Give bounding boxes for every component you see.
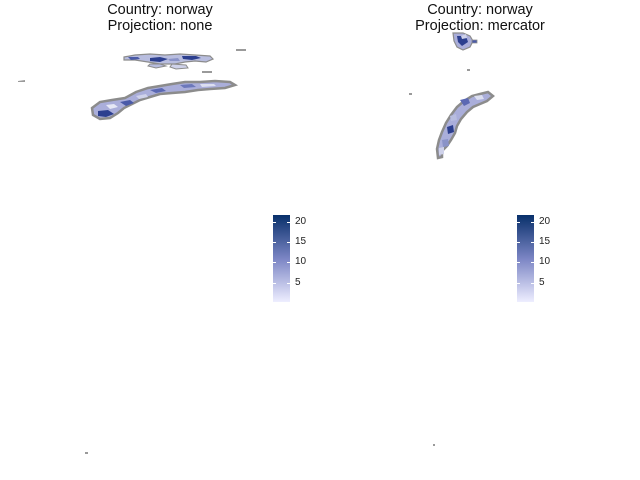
legend-label: 20	[295, 216, 307, 227]
norway-map-unprojected	[18, 49, 246, 454]
map-panel-mercator: Country: norway Projection: mercator	[320, 0, 640, 480]
legend: 20 15 10 5	[516, 212, 596, 304]
legend-label: 10	[295, 256, 307, 267]
panel-title: Country: norway Projection: mercator	[320, 2, 640, 34]
mainland-region	[435, 90, 495, 160]
bouvet-island	[85, 452, 88, 454]
norway-map-mercator	[409, 32, 495, 446]
legend-label: 5	[539, 277, 545, 288]
legend: 20 15 10 5	[272, 212, 352, 304]
svalbard-region	[409, 32, 478, 95]
panel-title: Country: norway Projection: none	[0, 2, 320, 34]
legend-label: 15	[295, 236, 307, 247]
legend-colorbar	[273, 215, 290, 302]
legend-label: 20	[539, 216, 551, 227]
bouvet-island	[433, 444, 435, 446]
legend-label: 15	[539, 236, 551, 247]
title-projection: Projection: mercator	[415, 18, 545, 34]
title-country: Country: norway	[107, 2, 213, 18]
legend-colorbar	[517, 215, 534, 302]
map-panel-none: Country: norway Projection: none	[0, 2, 320, 454]
mainland-region	[90, 79, 239, 121]
svalbard-region	[18, 49, 246, 82]
legend-label: 10	[539, 256, 551, 267]
title-projection: Projection: none	[107, 18, 213, 34]
title-country: Country: norway	[427, 2, 533, 18]
legend-label: 5	[295, 277, 301, 288]
